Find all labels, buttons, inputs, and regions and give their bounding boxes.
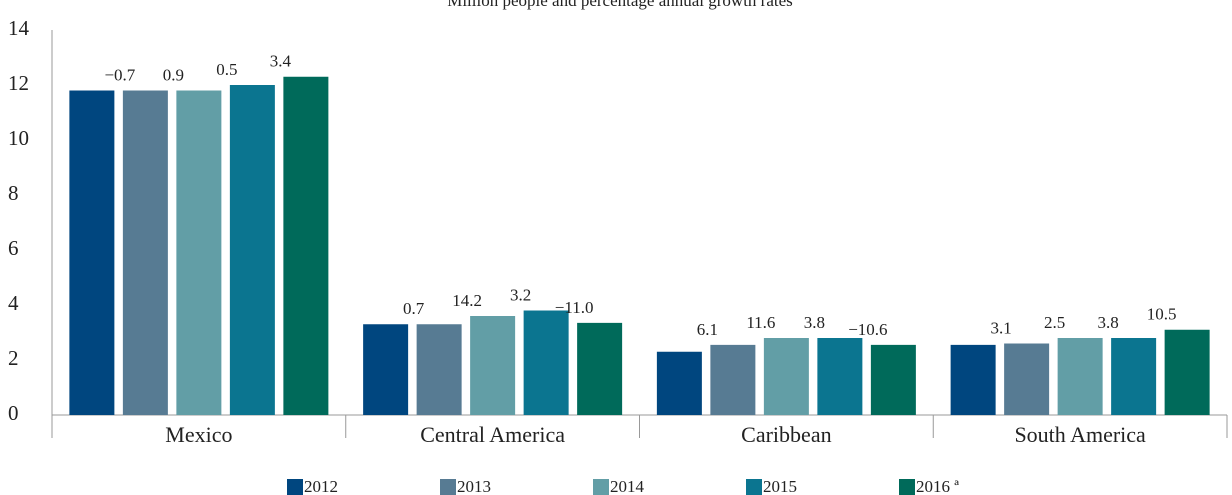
bar bbox=[416, 324, 462, 415]
bar bbox=[470, 316, 516, 415]
bar bbox=[1164, 329, 1210, 415]
bar bbox=[1004, 343, 1050, 415]
bar bbox=[122, 90, 168, 415]
chart-subtitle: Million people and percentage annual gro… bbox=[447, 0, 793, 10]
bar bbox=[656, 351, 702, 415]
legend-label: 2016 ª bbox=[916, 477, 959, 495]
data-label: 3.8 bbox=[804, 313, 825, 332]
x-tick-label: Mexico bbox=[165, 422, 232, 447]
legend-swatch bbox=[593, 479, 609, 495]
bar bbox=[176, 90, 222, 415]
data-label: 3.2 bbox=[510, 285, 531, 304]
legend-swatch bbox=[746, 479, 762, 495]
data-label: 0.9 bbox=[163, 65, 184, 84]
bar bbox=[710, 344, 756, 415]
bar bbox=[523, 310, 569, 415]
x-tick-label: Caribbean bbox=[741, 422, 831, 447]
data-label: 0.5 bbox=[216, 60, 237, 79]
legend-label: 2015 bbox=[763, 477, 797, 495]
bar bbox=[763, 338, 809, 415]
y-tick-label: 14 bbox=[8, 16, 30, 40]
legend-swatch bbox=[440, 479, 456, 495]
data-label: 11.6 bbox=[746, 313, 775, 332]
bar bbox=[870, 344, 916, 415]
data-label: −0.7 bbox=[104, 65, 135, 84]
bar bbox=[1057, 338, 1103, 415]
data-label: −11.0 bbox=[555, 298, 594, 317]
data-label: −10.6 bbox=[848, 320, 887, 339]
bar bbox=[817, 338, 863, 415]
data-label: 3.4 bbox=[270, 52, 292, 71]
data-label: 14.2 bbox=[452, 291, 482, 310]
legend-label: 2013 bbox=[457, 477, 491, 495]
bar bbox=[283, 76, 329, 415]
y-tick-label: 2 bbox=[8, 346, 19, 370]
y-tick-label: 0 bbox=[8, 401, 19, 425]
y-tick-label: 6 bbox=[8, 236, 19, 260]
bar bbox=[1111, 338, 1157, 415]
data-label: 3.1 bbox=[991, 318, 1012, 337]
y-tick-label: 10 bbox=[8, 126, 29, 150]
y-tick-label: 4 bbox=[8, 291, 19, 315]
legend-swatch bbox=[899, 479, 915, 495]
legend-swatch bbox=[287, 479, 303, 495]
data-label: 0.7 bbox=[403, 299, 425, 318]
bar bbox=[577, 322, 623, 415]
bar bbox=[950, 344, 996, 415]
data-label: 10.5 bbox=[1147, 305, 1177, 324]
y-tick-label: 12 bbox=[8, 71, 29, 95]
data-label: 3.8 bbox=[1098, 313, 1119, 332]
bar bbox=[69, 90, 115, 415]
bar bbox=[229, 85, 275, 415]
y-tick-label: 8 bbox=[8, 181, 19, 205]
data-label: 2.5 bbox=[1044, 313, 1065, 332]
legend-label: 2012 bbox=[304, 477, 338, 495]
bar bbox=[363, 324, 409, 415]
x-tick-label: South America bbox=[1014, 422, 1146, 447]
x-tick-label: Central America bbox=[420, 422, 565, 447]
legend-label: 2014 bbox=[610, 477, 645, 495]
data-label: 6.1 bbox=[697, 320, 718, 339]
